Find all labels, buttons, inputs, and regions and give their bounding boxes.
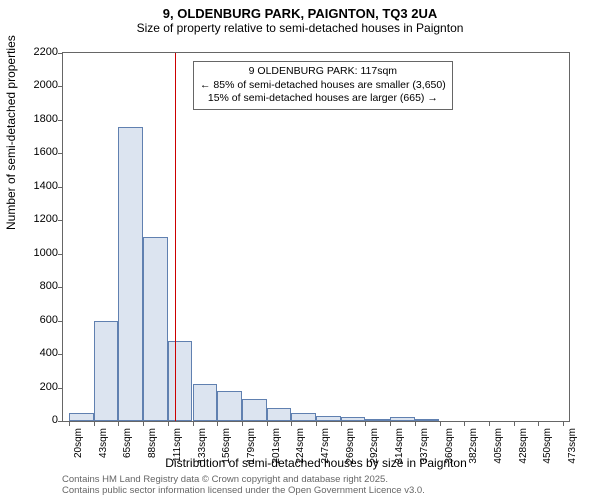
y-tick-label: 600: [18, 314, 58, 326]
y-tick: [58, 287, 63, 288]
annotation-line3: 15% of semi-detached houses are larger (…: [200, 92, 446, 106]
x-tick: [168, 421, 169, 426]
x-tick: [193, 421, 194, 426]
y-tick-label: 200: [18, 381, 58, 393]
x-tick: [538, 421, 539, 426]
x-tick-label: 247sqm: [320, 428, 331, 478]
x-tick: [267, 421, 268, 426]
x-tick-label: 292sqm: [369, 428, 380, 478]
y-tick-label: 1400: [18, 180, 58, 192]
x-tick: [390, 421, 391, 426]
annotation-line1: 9 OLDENBURG PARK: 117sqm: [200, 65, 446, 79]
y-tick: [58, 120, 63, 121]
y-tick: [58, 254, 63, 255]
histogram-bar: [415, 419, 440, 421]
x-tick: [563, 421, 564, 426]
x-tick: [118, 421, 119, 426]
histogram-bar: [118, 127, 143, 421]
y-tick-label: 2000: [18, 79, 58, 91]
x-tick: [365, 421, 366, 426]
x-tick: [94, 421, 95, 426]
marker-annotation: 9 OLDENBURG PARK: 117sqm ← 85% of semi-d…: [193, 61, 453, 110]
histogram-bar: [69, 413, 94, 421]
histogram-bar: [143, 237, 168, 421]
histogram-bar: [316, 416, 341, 421]
y-tick: [58, 321, 63, 322]
y-tick-label: 1600: [18, 146, 58, 158]
x-tick-label: 269sqm: [345, 428, 356, 478]
x-tick-label: 65sqm: [122, 428, 133, 478]
x-tick: [514, 421, 515, 426]
x-tick-label: 473sqm: [567, 428, 578, 478]
y-tick-label: 1200: [18, 213, 58, 225]
histogram-bar: [94, 321, 119, 421]
x-tick: [464, 421, 465, 426]
x-tick-label: 405sqm: [493, 428, 504, 478]
y-tick-label: 400: [18, 347, 58, 359]
x-tick-label: 314sqm: [394, 428, 405, 478]
x-tick-label: 156sqm: [221, 428, 232, 478]
y-tick: [58, 220, 63, 221]
title-subtitle: Size of property relative to semi-detach…: [0, 21, 600, 35]
x-tick: [489, 421, 490, 426]
x-tick: [242, 421, 243, 426]
y-tick: [58, 354, 63, 355]
title-block: 9, OLDENBURG PARK, PAIGNTON, TQ3 2UA Siz…: [0, 0, 600, 35]
y-tick-label: 800: [18, 280, 58, 292]
x-tick-label: 450sqm: [542, 428, 553, 478]
x-tick: [143, 421, 144, 426]
x-tick: [415, 421, 416, 426]
footer-attribution: Contains HM Land Registry data © Crown c…: [62, 474, 425, 497]
x-tick-label: 201sqm: [271, 428, 282, 478]
y-tick-label: 1000: [18, 247, 58, 259]
histogram-bar: [291, 413, 316, 421]
title-main: 9, OLDENBURG PARK, PAIGNTON, TQ3 2UA: [0, 6, 600, 21]
y-tick: [58, 153, 63, 154]
x-tick-label: 88sqm: [147, 428, 158, 478]
x-tick-label: 133sqm: [197, 428, 208, 478]
annotation-line2: ← 85% of semi-detached houses are smalle…: [200, 79, 446, 93]
histogram-bar: [390, 417, 415, 421]
x-tick: [217, 421, 218, 426]
histogram-bar: [168, 341, 193, 421]
x-tick-label: 428sqm: [518, 428, 529, 478]
histogram-bar: [217, 391, 242, 421]
x-tick-label: 43sqm: [98, 428, 109, 478]
footer-line2: Contains public sector information licen…: [62, 485, 425, 496]
x-tick: [291, 421, 292, 426]
x-tick-label: 382sqm: [468, 428, 479, 478]
y-tick: [58, 53, 63, 54]
y-tick: [58, 421, 63, 422]
x-tick: [316, 421, 317, 426]
property-marker-line: [175, 53, 176, 421]
chart-container: 9, OLDENBURG PARK, PAIGNTON, TQ3 2UA Siz…: [0, 0, 600, 500]
histogram-bar: [193, 384, 218, 421]
histogram-bar: [242, 399, 267, 421]
x-axis-label: Distribution of semi-detached houses by …: [62, 456, 570, 470]
x-tick-label: 224sqm: [295, 428, 306, 478]
x-tick-label: 20sqm: [73, 428, 84, 478]
y-tick-label: 0: [18, 414, 58, 426]
y-axis-label: Number of semi-detached properties: [4, 35, 18, 230]
histogram-bar: [267, 408, 292, 421]
x-tick-label: 360sqm: [444, 428, 455, 478]
y-tick: [58, 388, 63, 389]
x-tick: [69, 421, 70, 426]
histogram-bar: [365, 419, 390, 422]
x-tick-label: 111sqm: [172, 428, 183, 478]
y-tick-label: 1800: [18, 113, 58, 125]
y-tick: [58, 86, 63, 87]
histogram-bar: [341, 417, 366, 421]
y-tick-label: 2200: [18, 46, 58, 58]
x-tick-label: 337sqm: [419, 428, 430, 478]
plot-area: 9 OLDENBURG PARK: 117sqm ← 85% of semi-d…: [62, 52, 570, 422]
x-tick: [440, 421, 441, 426]
x-tick: [341, 421, 342, 426]
y-tick: [58, 187, 63, 188]
footer-line1: Contains HM Land Registry data © Crown c…: [62, 474, 425, 485]
x-tick-label: 179sqm: [246, 428, 257, 478]
